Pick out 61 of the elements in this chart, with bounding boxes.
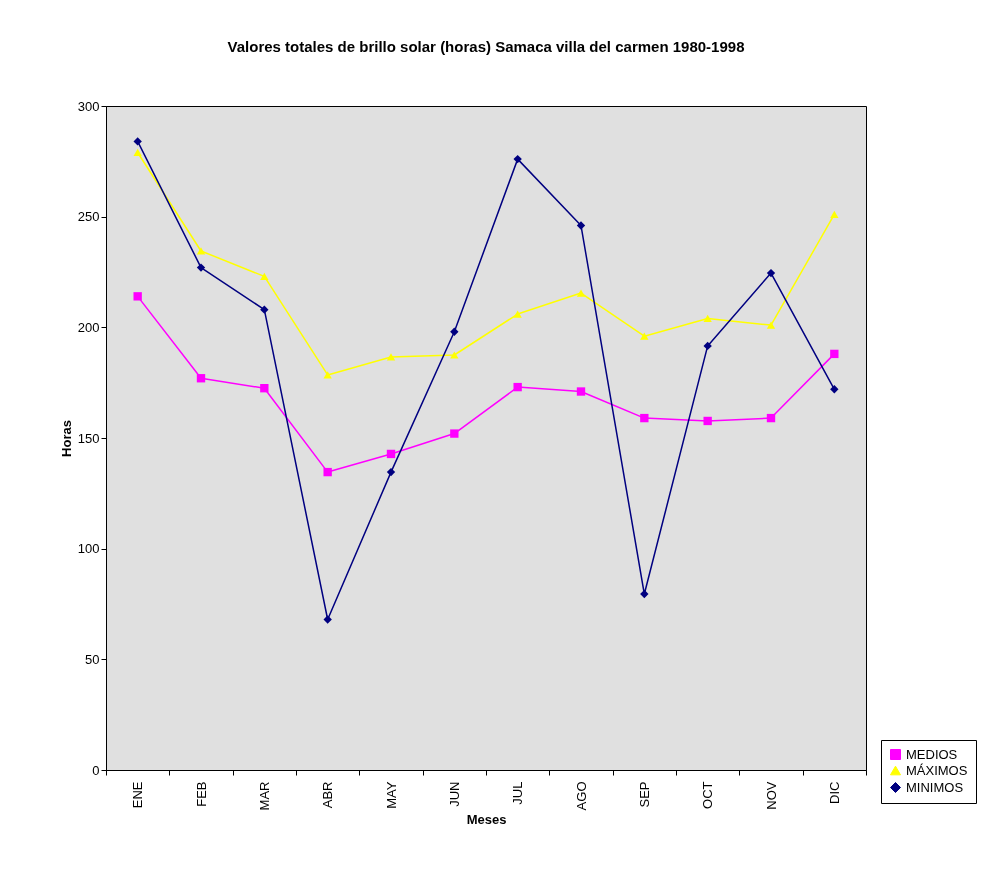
point: [386, 353, 396, 361]
point: [196, 263, 206, 272]
point: [830, 349, 839, 359]
point: [513, 310, 522, 318]
y-tick-label: 50: [85, 651, 100, 667]
point: [386, 449, 396, 459]
x-tick-label: MAY: [383, 781, 399, 809]
y-tick-label: 250: [77, 209, 100, 225]
x-tick-label: DIC: [826, 781, 842, 804]
x-tick-label: SEP: [636, 781, 652, 808]
point: [830, 385, 839, 394]
point: [640, 589, 649, 599]
point: [133, 292, 142, 301]
legend-label: MINIMOS: [906, 779, 964, 795]
point: [766, 268, 776, 278]
y-axis-title: Horas: [58, 420, 74, 457]
point: [196, 374, 206, 383]
point: [703, 341, 712, 351]
point: [450, 351, 459, 359]
x-tick-label: MAR: [256, 781, 272, 811]
point: [260, 272, 269, 281]
point: [513, 382, 522, 392]
point: [196, 247, 206, 255]
point: [386, 467, 396, 477]
point: [576, 387, 586, 396]
point: [133, 148, 142, 157]
point: [576, 221, 586, 230]
x-tick-label: ENE: [130, 781, 146, 809]
point: [640, 332, 649, 340]
point: [323, 467, 332, 477]
y-tick-label: 300: [77, 98, 100, 114]
point: [703, 314, 712, 323]
x-tick-label: JUN: [446, 781, 462, 807]
point: [323, 615, 332, 624]
y-tick-label: 100: [77, 541, 100, 557]
point: [513, 154, 522, 164]
point: [830, 210, 839, 219]
x-tick-label: FEB: [193, 781, 209, 807]
point: [133, 137, 142, 146]
point: [640, 413, 649, 423]
y-tick-label: 150: [77, 430, 100, 446]
legend-label: MÁXIMOS: [906, 762, 968, 778]
point: [703, 416, 712, 426]
x-tick-label: OCT: [700, 781, 716, 809]
x-tick-label: ABR: [320, 781, 336, 809]
point: [260, 305, 269, 314]
x-axis-title: Meses: [466, 812, 507, 828]
point: [323, 371, 332, 379]
x-tick-label: JUL: [510, 781, 526, 805]
y-tick-label: 200: [77, 319, 100, 335]
point: [576, 289, 586, 297]
y-tick-label: 0: [92, 762, 100, 778]
point: [450, 327, 459, 336]
point: [450, 429, 459, 438]
x-tick-label: NOV: [763, 781, 779, 810]
point: [766, 413, 776, 423]
x-tick-label: AGO: [573, 781, 589, 811]
point: [260, 384, 269, 393]
chart-title: Valores totales de brillo solar (horas) Samaca villa del carmen 1980-1998: [227, 38, 745, 55]
point: [766, 321, 776, 329]
legend-label: MEDIOS: [906, 746, 958, 762]
